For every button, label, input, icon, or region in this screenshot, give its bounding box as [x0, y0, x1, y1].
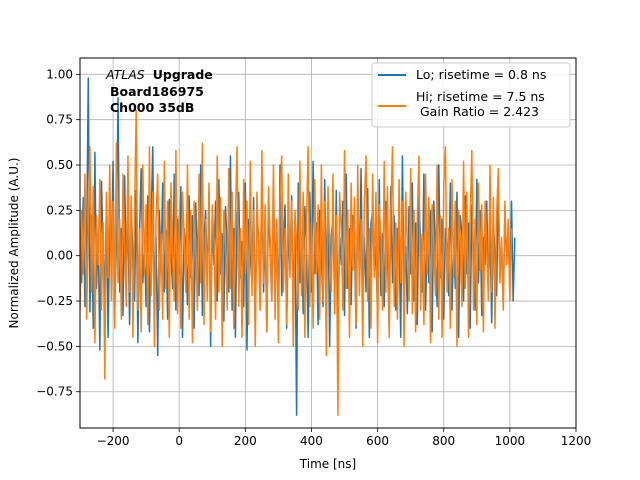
y-tick-label: −0.25 [36, 294, 73, 308]
x-tick-label: 400 [300, 434, 323, 448]
annotation-line-1: ATLAS Upgrade [105, 67, 213, 82]
legend: Lo; risetime = 0.8 ns Hi; risetime = 7.5… [371, 62, 571, 128]
y-tick-label: 0.00 [46, 249, 73, 263]
legend-label-hi: Hi; risetime = 7.5 ns Gain Ratio = 2.423 [416, 89, 545, 119]
series-line-hi [80, 109, 513, 417]
x-tick-label: 200 [234, 434, 257, 448]
y-axis-label: Normalized Amplitude (A.U.) [7, 158, 21, 329]
board-label: Board186975 [110, 84, 204, 99]
x-tick-label: 800 [432, 434, 455, 448]
legend-label-lo: Lo; risetime = 0.8 ns [416, 67, 546, 82]
y-tick-label: 1.00 [46, 67, 73, 81]
x-tick-label: 1200 [561, 434, 592, 448]
channel-label: Ch000 35dB [110, 100, 194, 115]
legend-label-hi-line: Hi; risetime = 7.5 ns [416, 89, 545, 104]
atlas-label: ATLAS [105, 67, 145, 82]
y-tick-label: 0.25 [46, 203, 73, 217]
y-tick-label: 0.75 [46, 113, 73, 127]
legend-box [371, 62, 571, 128]
upgrade-label: Upgrade [153, 67, 213, 82]
y-tick-label: 0.50 [46, 158, 73, 172]
x-tick-label: 600 [366, 434, 389, 448]
y-tick-label: −0.75 [36, 385, 73, 399]
legend-label-hi-line: Gain Ratio = 2.423 [416, 104, 539, 119]
y-axis-ticks: −0.75 −0.50 −0.25 0.00 0.25 0.50 0.75 1.00 [36, 67, 80, 399]
x-tick-label: 0 [175, 434, 183, 448]
x-tick-label: −200 [97, 434, 130, 448]
x-axis-ticks: −200 0 200 400 600 800 1000 1200 [97, 428, 592, 448]
atlas-annotation: ATLAS Upgrade Board186975 Ch000 35dB [105, 67, 213, 115]
y-tick-label: −0.50 [36, 339, 73, 353]
axes-frame [79, 57, 577, 429]
plot-area [80, 77, 516, 417]
x-axis-label: Time [ns] [299, 457, 356, 471]
x-tick-label: 1000 [495, 434, 526, 448]
